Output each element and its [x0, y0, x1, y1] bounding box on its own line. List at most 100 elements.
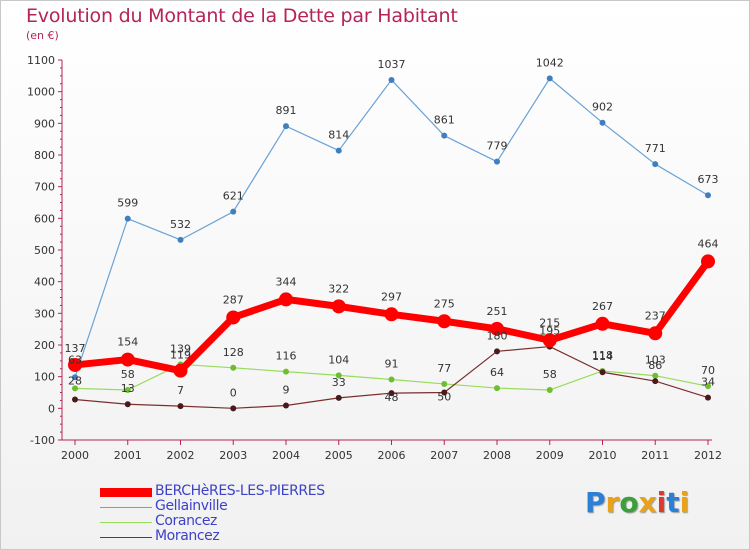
data-label: 77	[437, 362, 451, 375]
data-point	[177, 403, 184, 410]
data-point	[283, 402, 289, 409]
y-tick-label: 500	[34, 244, 55, 257]
x-tick-label: 2003	[219, 449, 247, 462]
data-label: 137	[65, 342, 86, 355]
logo-letter: t	[666, 486, 680, 519]
series-berch-res-les-pierres	[68, 254, 715, 378]
data-point	[283, 123, 289, 130]
y-tick-label: -100	[30, 434, 55, 447]
x-tick-label: 2011	[641, 449, 669, 462]
data-label: 139	[170, 342, 191, 355]
data-point	[705, 383, 711, 390]
data-label: 86	[648, 359, 662, 372]
data-label: 128	[223, 346, 244, 359]
legend-swatch-morancez	[100, 537, 152, 538]
data-label: 119	[170, 349, 191, 362]
data-label: 50	[437, 391, 451, 404]
data-point	[230, 208, 237, 215]
data-point	[331, 299, 346, 314]
data-label: 63	[68, 353, 82, 366]
data-point	[279, 292, 293, 307]
data-point	[230, 405, 237, 412]
data-label: 58	[543, 368, 557, 381]
data-point	[441, 132, 448, 139]
data-label: 275	[434, 297, 455, 310]
data-label: 322	[328, 282, 349, 295]
data-point	[124, 215, 131, 222]
data-point	[490, 321, 504, 336]
data-point	[173, 363, 188, 378]
data-label: 267	[592, 300, 613, 313]
data-label: 114	[592, 350, 613, 363]
x-tick-label: 2004	[272, 449, 300, 462]
data-label: 9	[283, 383, 290, 396]
data-point	[388, 376, 395, 383]
data-point	[124, 386, 131, 393]
x-tick-label: 2002	[167, 449, 195, 462]
data-label: 1037	[378, 58, 406, 71]
data-label: 118	[592, 349, 613, 362]
y-tick-label: 900	[34, 117, 55, 130]
data-label: 195	[539, 325, 560, 338]
data-label: 215	[539, 316, 560, 329]
data-label: 104	[328, 353, 349, 366]
data-point	[72, 396, 78, 403]
chart-subtitle: (en €)	[26, 29, 59, 42]
data-label: 673	[698, 173, 719, 186]
legend-swatch-gellainville	[100, 507, 152, 508]
legend-swatch-bercheres	[100, 488, 152, 497]
series-gellainville	[72, 75, 711, 381]
data-label: 344	[276, 275, 297, 288]
data-label: 297	[381, 290, 402, 303]
y-tick-label: 100	[34, 371, 55, 384]
logo-letter: r	[605, 486, 620, 519]
data-label: 7	[177, 384, 184, 397]
data-point	[648, 326, 663, 341]
data-point	[705, 192, 711, 199]
x-tick-label: 2000	[61, 449, 89, 462]
data-point	[441, 389, 448, 396]
x-tick-label: 2012	[694, 449, 722, 462]
data-point	[494, 158, 500, 165]
data-label: 599	[117, 197, 138, 210]
data-point	[335, 147, 342, 154]
data-point	[230, 364, 237, 371]
data-label: 180	[487, 329, 508, 342]
y-tick-label: 200	[34, 339, 55, 352]
data-point	[542, 333, 557, 348]
data-point	[72, 385, 78, 392]
y-tick-label: 600	[34, 212, 55, 225]
data-label: 154	[117, 336, 138, 349]
data-point	[652, 372, 659, 379]
data-point	[705, 394, 711, 401]
logo-letter: o	[619, 486, 639, 519]
data-label: 902	[592, 101, 613, 114]
data-point	[546, 75, 553, 82]
x-tick-label: 2010	[589, 449, 617, 462]
data-label: 64	[490, 366, 504, 379]
chart-title: Evolution du Montant de la Dette par Hab…	[26, 5, 458, 27]
legend-label-bercheres: BERCHèRES-LES-PIERRES	[155, 483, 325, 499]
data-point	[124, 401, 131, 408]
data-point	[177, 236, 184, 243]
data-point	[72, 374, 78, 381]
series-morancez	[72, 343, 711, 412]
data-label: 70	[701, 364, 715, 377]
data-point	[701, 254, 715, 269]
data-label: 58	[121, 368, 135, 381]
data-point	[120, 352, 135, 367]
data-label: 771	[645, 142, 666, 155]
data-point	[599, 119, 606, 126]
x-tick-label: 2007	[430, 449, 458, 462]
data-label: 34	[701, 376, 715, 389]
x-tick-label: 2001	[114, 449, 142, 462]
data-label: 33	[332, 376, 346, 389]
data-point	[595, 316, 610, 331]
proxiti-logo: Proxiti	[585, 486, 689, 519]
legend-swatch-corancez	[100, 522, 152, 523]
data-label: 91	[385, 358, 399, 371]
data-label: 814	[328, 129, 349, 142]
y-tick-label: 1000	[27, 86, 55, 99]
data-point	[652, 161, 659, 168]
y-tick-label: 0	[48, 402, 55, 415]
